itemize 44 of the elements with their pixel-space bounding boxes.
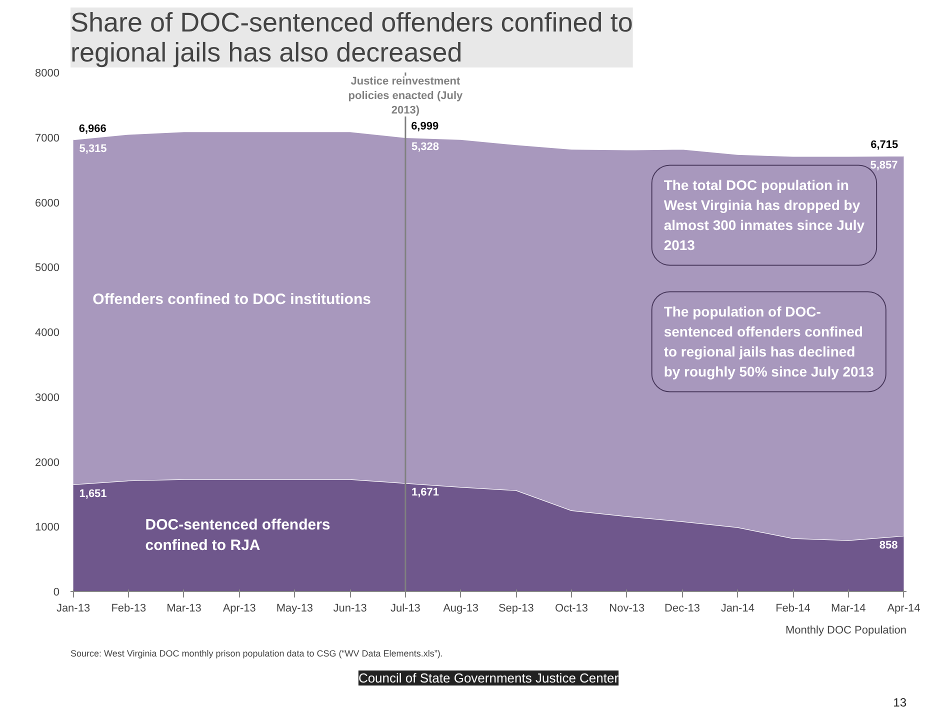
y-tick-label: 7000 <box>35 132 60 144</box>
data-label: 5,315 <box>79 143 107 156</box>
y-tick-label: 6000 <box>35 197 60 210</box>
x-tick-label: Feb-13 <box>111 602 146 614</box>
x-tick-label: Nov-13 <box>609 602 645 614</box>
y-tick-label: 2000 <box>35 456 60 469</box>
x-axis-title: Monthly DOC Population <box>785 624 907 636</box>
data-label: 5,328 <box>411 140 439 153</box>
source-note: Source: West Virginia DOC monthly prison population data to CSG (“WV Data Elements.xls”). <box>70 648 443 658</box>
x-tick-label: Apr-14 <box>887 602 920 614</box>
text: Council of State Governments Justice Center <box>358 670 620 686</box>
chart-title: Share of DOC-sentenced offenders confined to regional jails has also decreased <box>70 8 633 68</box>
y-tick-label: 8000 <box>35 68 60 80</box>
x-tick-label: Mar-14 <box>830 602 866 614</box>
y-tick-label: 3000 <box>35 392 60 404</box>
x-tick-label: Apr-13 <box>222 602 256 614</box>
data-label: 1,671 <box>411 486 439 499</box>
x-tick-label: Sep-13 <box>498 602 534 614</box>
series-label: DOC-sentenced offenders confined to RJA <box>145 516 330 554</box>
x-tick-label: Jan-13 <box>56 602 90 614</box>
data-label: 5,857 <box>870 159 898 172</box>
x-tick-label: Feb-14 <box>776 602 810 614</box>
y-tick-label: 4000 <box>35 327 60 339</box>
series-label: Offenders confined to DOC institutions <box>92 291 371 308</box>
ref-line-label: Justice reinvestment policies enacted (July 2013) <box>348 76 464 117</box>
total-label: 6,966 <box>78 122 106 135</box>
x-tick-label: Dec-13 <box>664 602 700 614</box>
x-tick-label: Mar-13 <box>166 602 202 614</box>
data-label: 1,651 <box>79 488 107 500</box>
x-tick-label: Jul-13 <box>390 602 420 614</box>
annotation: The population of DOC-sentenced offenders confined to regional jails has declined by roughly 50% since July 2013 <box>664 304 874 380</box>
y-tick-label: 0 <box>53 586 60 598</box>
total-label: 6,715 <box>870 139 898 152</box>
x-tick-label: Jun-13 <box>333 602 367 614</box>
x-tick-label: Oct-13 <box>555 602 588 614</box>
x-tick-label: Aug-13 <box>443 602 479 614</box>
text: 13 <box>893 696 907 710</box>
annotation: The total DOC population in West Virginia has dropped by almost 300 inmates since July 2013 <box>664 177 865 254</box>
y-tick-label: 5000 <box>35 262 60 274</box>
data-label: 858 <box>879 539 898 552</box>
x-tick-label: Jan-14 <box>720 602 754 614</box>
x-tick-label: May-13 <box>276 602 314 614</box>
total-label: 6,999 <box>411 120 439 133</box>
y-tick-label: 1000 <box>35 522 60 534</box>
